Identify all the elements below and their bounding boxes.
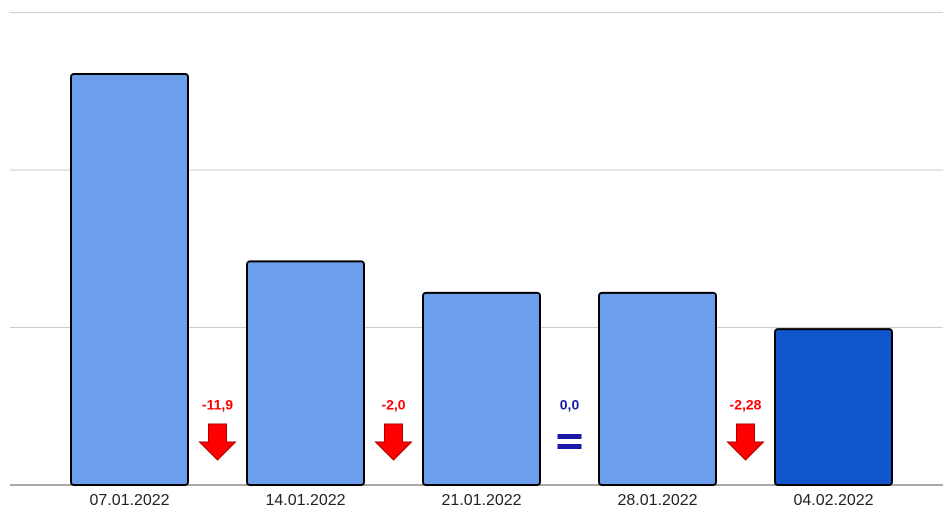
bar [598, 291, 717, 486]
change-label: -2,28 [730, 397, 762, 413]
x-tick-label: 14.01.2022 [265, 492, 345, 509]
bar [70, 73, 189, 487]
x-tick-label: 28.01.2022 [617, 492, 697, 509]
x-tick-label: 07.01.2022 [89, 492, 169, 509]
change-label: -2,0 [381, 397, 405, 413]
x-tick-label: 21.01.2022 [441, 492, 521, 509]
change-label: -11,9 [202, 397, 233, 413]
change-label: 0,0 [560, 397, 580, 413]
x-tick-label: 04.02.2022 [793, 492, 873, 509]
down-arrow [198, 423, 237, 461]
equal-bar [557, 444, 582, 449]
bar [422, 291, 541, 486]
bar [774, 328, 893, 486]
equal-bar [557, 434, 582, 439]
bar [246, 260, 365, 487]
down-arrow [726, 423, 765, 461]
down-arrow [374, 423, 413, 461]
